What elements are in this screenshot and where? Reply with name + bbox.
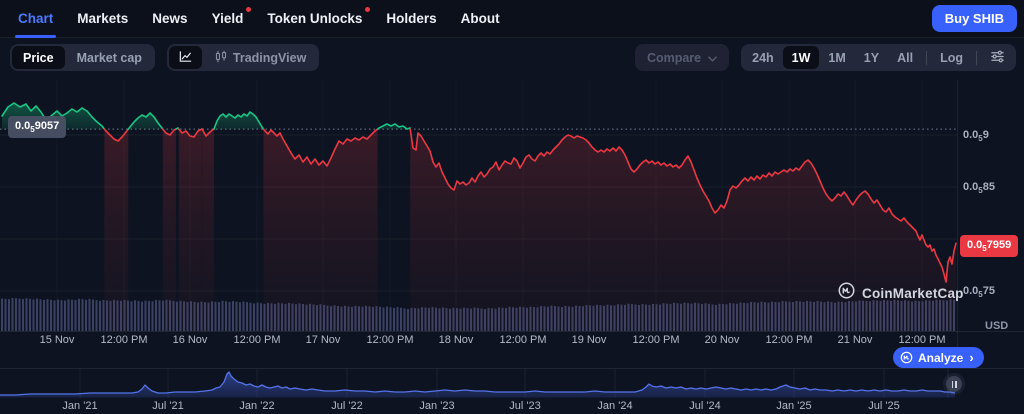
tab-token-unlocks[interactable]: Token Unlocks: [267, 0, 371, 38]
price-chart[interactable]: [0, 80, 957, 331]
timeline-tick-label: Jan '23: [419, 400, 455, 412]
tab-news[interactable]: News: [152, 11, 188, 26]
timeline-top-border: [0, 368, 1024, 369]
analyze-button[interactable]: Analyze ›: [893, 347, 984, 368]
y-tick-label: 0.059: [963, 129, 989, 144]
compare-dropdown[interactable]: Compare: [634, 44, 730, 71]
range-1m[interactable]: 1M: [828, 50, 846, 65]
analyze-logo-icon: [900, 351, 913, 364]
x-tick-label: 16 Nov: [172, 334, 208, 346]
timeline-tick-label: Jul '23: [509, 400, 541, 412]
new-indicator-dot: [365, 6, 371, 12]
timeline-tick-label: Jul '25: [868, 400, 900, 412]
y-axis-line: [957, 80, 958, 347]
timeline-tick-label: Jan '22: [239, 400, 275, 412]
divider: [976, 50, 977, 65]
range-selector: 24h 1W 1M 1Y All Log: [741, 44, 1016, 71]
range-24h[interactable]: 24h: [752, 50, 774, 65]
tab-markets[interactable]: Markets: [77, 11, 129, 26]
chart-settings-button[interactable]: [981, 46, 1014, 69]
range-all[interactable]: All: [897, 50, 914, 65]
timeline-tick-label: Jul '21: [152, 400, 184, 412]
tab-holders[interactable]: Holders: [386, 11, 437, 26]
x-tick-label: 12:00 PM: [233, 334, 281, 346]
x-tick-label: 17 Nov: [305, 334, 341, 346]
x-tick-label: 12:00 PM: [366, 334, 414, 346]
timeline-brush-chart[interactable]: [0, 369, 957, 398]
chevron-down-icon: [708, 51, 717, 65]
x-tick-label: 12:00 PM: [765, 334, 813, 346]
chart-toolbar: Price Market cap TradingView Compare: [10, 44, 1016, 71]
log-scale-toggle[interactable]: Log: [940, 50, 963, 65]
brush-handle[interactable]: [946, 376, 962, 392]
chevron-right-icon: ›: [969, 350, 974, 365]
line-chart-icon: [178, 49, 193, 67]
price-toggle[interactable]: Price: [12, 46, 65, 69]
x-tick-label: 21 Nov: [837, 334, 873, 346]
timeline-tick-label: Jan '21: [62, 400, 98, 412]
price-marketcap-toggle: Price Market cap: [10, 44, 155, 71]
candlestick-icon: [214, 49, 228, 67]
watermark-text: CoinMarketCap: [862, 285, 964, 301]
tab-yield[interactable]: Yield: [212, 0, 252, 38]
timeline-tick-label: Jul '24: [689, 400, 721, 412]
x-tick-label: 18 Nov: [438, 334, 474, 346]
timeline-tick-label: Jul '22: [331, 400, 363, 412]
sliders-icon: [990, 49, 1005, 67]
x-tick-label: 12:00 PM: [632, 334, 680, 346]
tradingview-button[interactable]: TradingView: [203, 46, 317, 69]
tradingview-label: TradingView: [232, 50, 307, 65]
analyze-label: Analyze: [918, 350, 964, 365]
x-axis-labels: 15 Nov 12:00 PM 16 Nov 12:00 PM 17 Nov 12:00 …: [0, 334, 957, 346]
currency-unit-label: USD: [985, 320, 1009, 332]
tabs-container: Chart Markets News Yield Token Unlocks Holder…: [14, 0, 500, 38]
y-tick-label: 0.0585: [963, 181, 995, 196]
x-tick-label: 12:00 PM: [898, 334, 946, 346]
page-tabs-nav: Chart Markets News Yield Token Unlocks Holder…: [0, 0, 1024, 38]
compare-label: Compare: [646, 50, 702, 65]
last-price-badge: 0.057959: [960, 235, 1019, 258]
buy-shib-button[interactable]: Buy SHIB: [931, 5, 1017, 32]
line-chart-type-button[interactable]: [168, 46, 202, 69]
x-tick-label: 19 Nov: [571, 334, 607, 346]
coinmarketcap-logo-icon: [838, 282, 855, 304]
baseline-price-badge: 0.059057: [8, 116, 67, 139]
tab-chart[interactable]: Chart: [14, 0, 57, 38]
chart-type-toggle: TradingView: [166, 44, 320, 71]
x-tick-label: 12:00 PM: [499, 334, 547, 346]
coinmarketcap-watermark: CoinMarketCap: [838, 282, 964, 304]
y-tick-label: 0.0575: [963, 285, 995, 300]
tab-about[interactable]: About: [460, 11, 500, 26]
range-1y[interactable]: 1Y: [863, 50, 880, 65]
x-tick-label: 20 Nov: [704, 334, 740, 346]
range-1w[interactable]: 1W: [782, 46, 820, 69]
timeline-tick-label: Jan '25: [776, 400, 812, 412]
x-tick-label: 12:00 PM: [100, 334, 148, 346]
timeline-axis-labels: Jan '21 Jul '21 Jan '22 Jul '22 Jan '23 Jul '…: [0, 400, 1024, 412]
market-cap-toggle[interactable]: Market cap: [76, 50, 142, 65]
divider: [926, 50, 928, 65]
new-indicator-dot: [246, 6, 252, 12]
x-tick-label: 15 Nov: [39, 334, 75, 346]
timeline-tick-label: Jan '24: [597, 400, 633, 412]
x-axis-line: [0, 331, 1024, 332]
